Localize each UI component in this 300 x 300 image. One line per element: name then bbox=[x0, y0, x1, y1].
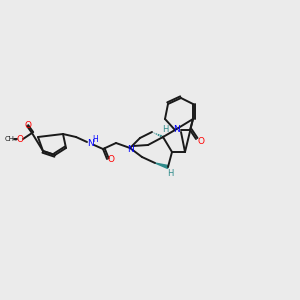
Text: N: N bbox=[128, 145, 134, 154]
Text: H: H bbox=[167, 169, 173, 178]
Text: O: O bbox=[16, 134, 23, 143]
Text: CH₃: CH₃ bbox=[4, 136, 17, 142]
Text: O: O bbox=[25, 121, 32, 130]
Text: O: O bbox=[107, 155, 115, 164]
Text: H: H bbox=[162, 125, 168, 134]
Polygon shape bbox=[155, 163, 168, 168]
Text: O: O bbox=[197, 136, 205, 146]
Text: H: H bbox=[92, 134, 98, 143]
Text: N: N bbox=[87, 139, 93, 148]
Text: N: N bbox=[174, 125, 180, 134]
